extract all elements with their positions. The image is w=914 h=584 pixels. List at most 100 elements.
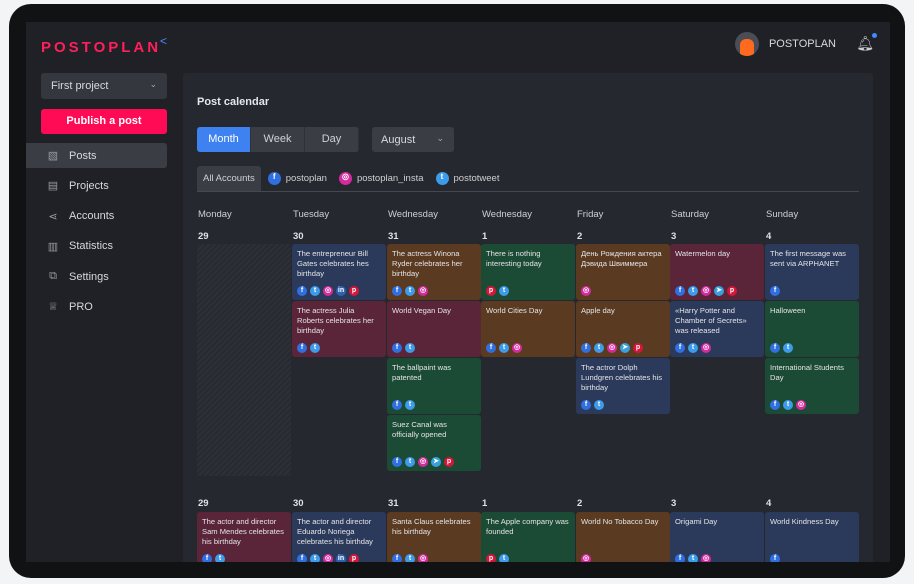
tab-week[interactable]: Week <box>251 127 305 152</box>
sidebar-item-label: Projects <box>69 179 109 192</box>
page-title: Post calendar <box>197 96 270 108</box>
facebook-icon: f <box>675 553 685 562</box>
account-tab-postoplan[interactable]: f postoplan <box>267 172 327 185</box>
facebook-icon: f <box>770 285 780 296</box>
instagram-icon: ◎ <box>418 553 428 562</box>
twitter-icon: t <box>405 399 415 410</box>
account-tab-all[interactable]: All Accounts <box>197 166 261 191</box>
post-title: The actror Dolph Lundgren celebrates his… <box>581 363 663 392</box>
post-card[interactable]: Santa Claus celebrates his birthday f t ◎ <box>387 512 481 562</box>
logo-share-icon: < <box>160 34 168 48</box>
day-number: 31 <box>388 498 399 509</box>
sidebar-item-pro[interactable]: ♕ PRO <box>26 294 167 319</box>
account-tab-postotweet[interactable]: t postotweet <box>435 172 499 185</box>
tab-month[interactable]: Month <box>197 127 251 152</box>
post-card[interactable]: Halloween f t <box>765 301 859 357</box>
twitter-icon: t <box>310 342 320 353</box>
post-card[interactable]: Suez Canal was officially opened f t ◎ ➤ p <box>387 415 481 471</box>
post-card[interactable]: The entrepreneur Bill Gates celebrates h… <box>292 244 386 300</box>
day-number: 2 <box>577 231 583 242</box>
post-networks: f t ◎ <box>770 399 809 410</box>
post-card[interactable]: The actor and director Eduardo Noriega c… <box>292 512 386 562</box>
facebook-icon: f <box>486 342 496 353</box>
post-card[interactable]: The first message was sent via ARPHANET f <box>765 244 859 300</box>
month-value: August <box>381 134 416 146</box>
facebook-icon: f <box>297 285 307 296</box>
day-number: 30 <box>293 231 304 242</box>
sidebar-item-label: Settings <box>69 270 109 283</box>
post-card[interactable]: Watermelon day f t ◎ ➤ p <box>670 244 764 300</box>
pinterest-icon: p <box>349 553 359 562</box>
twitter-icon: t <box>499 285 509 296</box>
post-card[interactable]: The actress Julia Roberts celebrates her… <box>292 301 386 357</box>
instagram-icon: ◎ <box>418 456 428 467</box>
post-title: International Students Day <box>770 363 844 382</box>
post-card[interactable]: The actress Winona Ryder celebrates her … <box>387 244 481 300</box>
sidebar-item-posts[interactable]: ▧ Posts <box>26 143 167 168</box>
facebook-icon: f <box>267 172 281 185</box>
notification-dot <box>872 33 877 38</box>
post-card[interactable]: World Kindness Day f <box>765 512 859 562</box>
linkedin-icon: in <box>336 553 346 562</box>
post-card[interactable]: The Apple company was founded p t <box>481 512 575 562</box>
post-networks: f t ◎ in p <box>297 553 362 562</box>
post-card[interactable]: «Harry Potter and Chamber of Secrets» wa… <box>670 301 764 357</box>
day-number: 3 <box>671 498 677 509</box>
twitter-icon: t <box>594 342 604 353</box>
post-title: World No Tobacco Day <box>581 517 659 526</box>
project-select[interactable]: First project ⌄ <box>41 73 167 99</box>
weekday-header: Wednesday <box>482 209 532 220</box>
instagram-icon: ◎ <box>607 342 617 353</box>
post-card[interactable]: International Students Day f t ◎ <box>765 358 859 414</box>
twitter-icon: t <box>215 553 225 562</box>
facebook-icon: f <box>392 553 402 562</box>
post-networks: f t ◎ <box>675 553 714 562</box>
post-card[interactable]: The actor and director Sam Mendes celebr… <box>197 512 291 562</box>
tab-day[interactable]: Day <box>305 127 359 152</box>
sidebar-item-settings[interactable]: ⧉ Settings <box>26 264 167 289</box>
twitter-icon: t <box>688 342 698 353</box>
sidebar-item-label: Posts <box>69 149 97 162</box>
post-card[interactable]: World Cities Day f t ◎ <box>481 301 575 357</box>
post-card[interactable]: День Рождения актера Дэвида Швиммера ◎ <box>576 244 670 300</box>
facebook-icon: f <box>675 285 685 296</box>
sidebar-item-accounts[interactable]: ⋖ Accounts <box>26 204 167 229</box>
month-select[interactable]: August ⌄ <box>372 127 454 152</box>
twitter-icon: t <box>405 285 415 296</box>
sidebar-nav: ▧ Posts ▤ Projects ⋖ Accounts ▥ Statistics ⧉ Sett… <box>26 143 167 325</box>
post-title: The ballpaint was patented <box>392 363 452 382</box>
logo: POSTOPLAN <box>41 39 162 56</box>
day-number: 31 <box>388 231 399 242</box>
post-title: The actor and director Sam Mendes celebr… <box>202 517 284 546</box>
instagram-icon: ◎ <box>701 553 711 562</box>
sidebar-item-statistics[interactable]: ▥ Statistics <box>26 234 167 259</box>
user-menu[interactable]: POSTOPLAN <box>734 32 836 56</box>
weekday-header: Monday <box>198 209 232 220</box>
chevron-down-icon: ⌄ <box>149 79 157 89</box>
post-title: Santa Claus celebrates his birthday <box>392 517 471 536</box>
publish-post-button[interactable]: Publish a post <box>41 109 167 134</box>
post-card[interactable]: The actror Dolph Lundgren celebrates his… <box>576 358 670 414</box>
sidebar-item-projects[interactable]: ▤ Projects <box>26 173 167 198</box>
post-card[interactable]: Origami Day f t ◎ <box>670 512 764 562</box>
account-tab-postoplan_insta[interactable]: ◎ postoplan_insta <box>338 172 424 185</box>
post-card[interactable]: World Vegan Day f t <box>387 301 481 357</box>
image-icon: ▧ <box>47 150 59 162</box>
day-number: 2 <box>577 498 583 509</box>
post-card[interactable]: World No Tobacco Day ◎ <box>576 512 670 562</box>
twitter-icon: t <box>499 342 509 353</box>
post-card[interactable]: Apple day f t ◎ ➤ p <box>576 301 670 357</box>
project-name: First project <box>51 80 109 92</box>
bell-icon[interactable]: 🔔︎ <box>856 33 877 52</box>
post-title: The entrepreneur Bill Gates celebrates h… <box>297 249 369 278</box>
pinterest-icon: p <box>349 285 359 296</box>
post-card[interactable]: The ballpaint was patented f t <box>387 358 481 414</box>
account-name: postoplan_insta <box>356 173 424 184</box>
twitter-icon: t <box>499 553 509 562</box>
post-card[interactable]: There is nothing interesting today p t <box>481 244 575 300</box>
day-number: 30 <box>293 498 304 509</box>
